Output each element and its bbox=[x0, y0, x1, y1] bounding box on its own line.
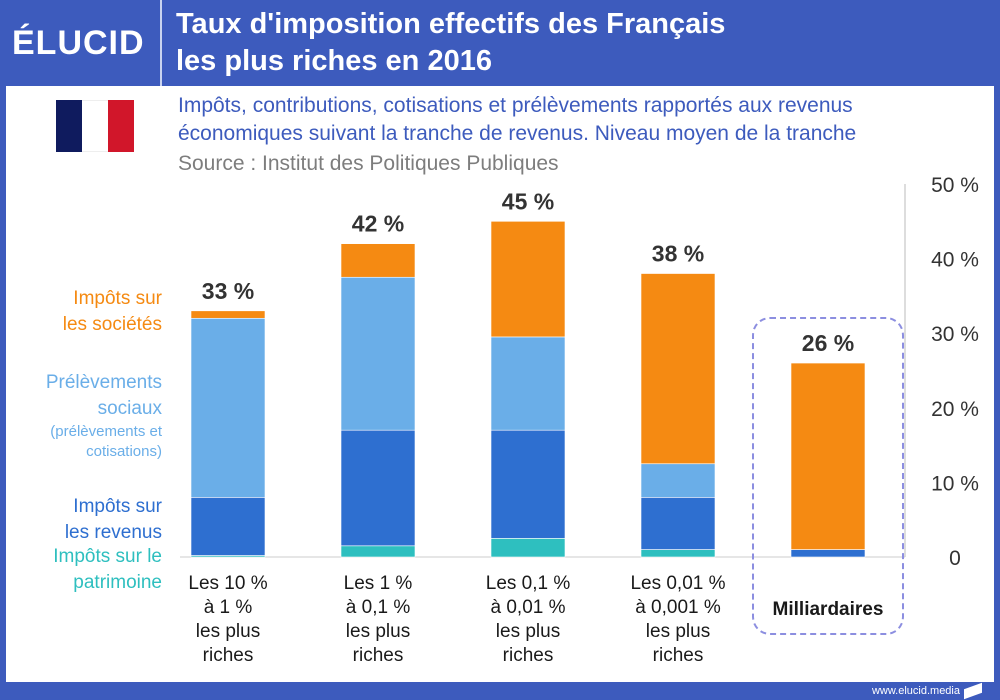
x-tick-label: Milliardaires bbox=[772, 599, 884, 620]
bar-segment-wealth bbox=[490, 538, 566, 558]
y-tick-label: 40 % bbox=[931, 249, 979, 272]
legend-label: les revenus bbox=[64, 522, 162, 543]
y-tick-label: 10 % bbox=[931, 472, 979, 495]
legend-wealth-tax: Impôts sur le patrimoine bbox=[20, 544, 162, 596]
bar-segment-corp bbox=[490, 221, 566, 338]
y-tick-label: 0 bbox=[949, 547, 961, 570]
x-tick-label: Les 0,01 % à 0,001 % les plus riches bbox=[630, 573, 726, 666]
y-tick-label: 20 % bbox=[931, 398, 979, 421]
chart-source: Source : Institut des Politiques Publiqu… bbox=[178, 152, 559, 175]
legend-label: les sociétés bbox=[62, 314, 162, 335]
header-divider bbox=[160, 0, 162, 86]
france-flag-icon bbox=[56, 100, 134, 152]
bar-segment-wealth bbox=[640, 549, 716, 558]
legend-label: Impôts sur bbox=[73, 288, 162, 309]
brand-logo: ÉLUCID bbox=[12, 24, 145, 62]
bar-total-label: 26 % bbox=[802, 330, 854, 356]
y-tick-label: 30 % bbox=[931, 323, 979, 346]
billionaires-highlight-box bbox=[752, 317, 904, 635]
x-tick-label: Les 1 % à 0,1 % les plus riches bbox=[343, 573, 413, 666]
bar-segment-wealth bbox=[340, 545, 416, 558]
x-tick-label: Les 10 % à 1 % les plus riches bbox=[188, 573, 268, 666]
bar-segment-social bbox=[340, 276, 416, 431]
bar-segment-income bbox=[340, 429, 416, 547]
y-tick-label: 50 % bbox=[931, 174, 979, 197]
chart-title: Taux d'imposition effectifs des Français… bbox=[176, 8, 726, 77]
legend-label: patrimoine bbox=[73, 572, 162, 593]
bar-segment-social bbox=[190, 317, 266, 498]
footer-url: www.elucid.media bbox=[871, 685, 960, 697]
bar-segment-income bbox=[490, 429, 566, 539]
bar-segment-corp bbox=[790, 362, 866, 550]
chart-subtitle: Impôts, contributions, cotisations et pr… bbox=[178, 94, 857, 145]
bar-segment-corp bbox=[640, 273, 716, 465]
bar-segment-corp bbox=[340, 243, 416, 278]
bar-total-label: 42 % bbox=[352, 211, 404, 237]
bar-total-label: 45 % bbox=[502, 188, 554, 214]
bar-segment-corp bbox=[190, 310, 266, 319]
bar-segment-social bbox=[640, 463, 716, 498]
x-tick-label: Les 0,1 % à 0,01 % les plus riches bbox=[485, 573, 571, 666]
legend-social-contributions: Prélèvements sociaux (prélèvements et co… bbox=[20, 370, 162, 462]
legend-label: Impôts sur bbox=[73, 496, 162, 517]
bar-segment-social bbox=[490, 336, 566, 431]
bar-total-label: 33 % bbox=[202, 278, 254, 304]
legend-corporate-tax: Impôts sur les sociétés bbox=[20, 286, 162, 338]
bar-segment-income bbox=[190, 497, 266, 556]
legend-income-tax: Impôts sur les revenus bbox=[20, 494, 162, 546]
legend-label: Impôts sur le bbox=[53, 546, 162, 567]
legend-note: (prélèvements et bbox=[50, 423, 162, 440]
header-bar: ÉLUCID Taux d'imposition effectifs des F… bbox=[0, 0, 1000, 86]
bar-segment-income bbox=[640, 497, 716, 550]
bar-total-label: 38 % bbox=[652, 241, 704, 267]
legend-label: Prélèvements bbox=[45, 372, 162, 393]
legend-label: sociaux bbox=[97, 398, 162, 419]
legend-note: cotisations) bbox=[86, 443, 162, 460]
